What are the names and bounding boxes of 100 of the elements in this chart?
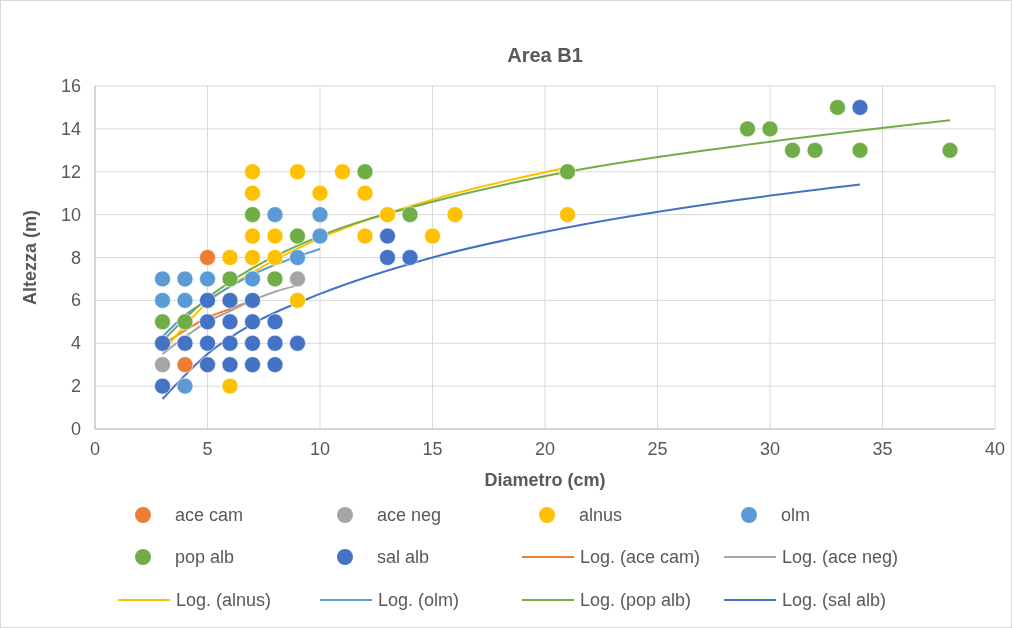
point [379, 206, 396, 223]
legend-label: olm [781, 505, 811, 525]
point [379, 227, 396, 245]
point [221, 356, 239, 373]
point [289, 292, 306, 309]
point [266, 249, 284, 266]
point [851, 142, 869, 159]
point [266, 334, 284, 352]
point [154, 292, 171, 309]
y-tick-label: 4 [70, 333, 81, 354]
point [851, 99, 869, 116]
point [379, 249, 396, 266]
x-tick-label: 5 [202, 439, 213, 459]
point [424, 227, 441, 245]
point [221, 377, 239, 395]
legend-label: Log. (olm) [378, 590, 460, 610]
point [289, 334, 306, 352]
point [221, 270, 239, 288]
legend-label: ace cam [175, 505, 244, 525]
point [784, 142, 801, 159]
point [311, 206, 329, 223]
legend-label: Log. (sal alb) [782, 590, 887, 610]
x-tick-label: 35 [872, 439, 893, 459]
y-tick-label: 12 [60, 161, 81, 182]
point [356, 184, 374, 202]
point [199, 313, 216, 331]
point [199, 292, 216, 309]
point [266, 206, 284, 223]
legend-label: sal alb [377, 547, 430, 567]
point [244, 356, 261, 373]
point [941, 142, 959, 159]
legend-label: ace neg [377, 505, 442, 525]
point [289, 227, 306, 245]
x-tick-label: 30 [759, 439, 781, 459]
point [244, 334, 261, 352]
x-tick-label: 0 [89, 439, 101, 459]
point [199, 270, 216, 288]
point [176, 313, 194, 331]
point [806, 142, 824, 159]
point [266, 227, 284, 245]
point [244, 249, 261, 266]
point [221, 334, 239, 352]
point [221, 292, 239, 309]
point [356, 163, 374, 181]
point [176, 377, 194, 395]
legend-label: Log. (ace cam) [580, 547, 701, 567]
point [289, 163, 306, 181]
point [154, 377, 171, 395]
point [199, 356, 216, 373]
point [311, 227, 329, 245]
point [176, 270, 194, 288]
chart-title: Area B1 [507, 44, 583, 66]
point [266, 270, 284, 288]
point [244, 163, 261, 181]
point [266, 356, 284, 373]
point [176, 292, 194, 309]
point [244, 292, 261, 309]
y-tick-label: 8 [70, 247, 81, 268]
point [244, 227, 261, 245]
point [401, 249, 419, 266]
point [154, 313, 171, 331]
point [334, 163, 351, 181]
y-tick-label: 2 [70, 376, 81, 397]
legend-label: Log. (pop alb) [580, 590, 692, 610]
x-axis-title: Diametro (cm) [484, 470, 606, 490]
y-axis-title: Altezza (m) [20, 209, 40, 306]
point [244, 313, 261, 331]
legend-label: Log. (alnus) [176, 590, 272, 610]
point [154, 270, 171, 288]
x-tick-label: 25 [647, 439, 668, 459]
point [739, 120, 756, 138]
point [401, 206, 419, 223]
y-tick-label: 14 [60, 118, 81, 139]
point [244, 206, 261, 223]
x-tick-label: 15 [422, 439, 443, 459]
point [761, 120, 779, 138]
y-tick-label: 6 [70, 290, 81, 311]
point [221, 249, 239, 266]
legend-label: Log. (ace neg) [782, 547, 899, 567]
y-tick-label: 0 [70, 419, 81, 439]
point [199, 334, 216, 352]
point [446, 206, 464, 223]
point [289, 249, 306, 266]
y-tick-label: 16 [60, 76, 81, 96]
x-tick-label: 20 [534, 439, 556, 459]
point [289, 270, 306, 288]
point [176, 334, 194, 352]
point [199, 249, 216, 266]
legend-label: alnus [579, 505, 623, 525]
point [244, 184, 261, 202]
point [244, 270, 261, 288]
y-tick-label: 10 [60, 204, 81, 225]
point [154, 334, 171, 352]
point [559, 163, 576, 181]
point [311, 184, 329, 202]
x-tick-label: 10 [309, 439, 331, 459]
point [266, 313, 284, 331]
x-tick-label: 40 [984, 439, 1006, 459]
point [176, 356, 194, 373]
point [154, 356, 171, 373]
